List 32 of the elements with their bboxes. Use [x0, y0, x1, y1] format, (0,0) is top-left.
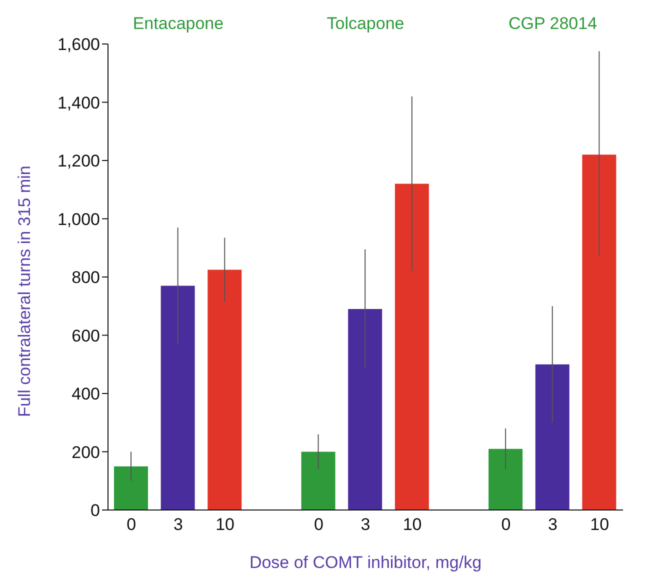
bar: [208, 270, 242, 510]
y-tick-label: 1,200: [57, 152, 100, 171]
x-tick-label: 10: [590, 515, 610, 534]
y-tick-label: 1,400: [57, 93, 100, 112]
y-tick-label: 800: [72, 268, 100, 288]
text: Tolcapone: [326, 14, 406, 34]
y-tick-label: 1,000: [57, 210, 100, 229]
bar: [582, 154, 616, 510]
x-tick-label: 0: [501, 515, 511, 534]
y-tick-label: 1,600: [57, 35, 100, 54]
text: CGP 28014: [508, 14, 598, 34]
y-tick-label: 200: [72, 442, 100, 462]
bar: [535, 364, 570, 510]
y-tick-label: 600: [72, 326, 100, 346]
y-axis-title: Full contralateral turns in 315 min: [15, 166, 34, 417]
bar: [114, 466, 148, 510]
bar: [301, 452, 336, 510]
bar: [488, 448, 523, 510]
x-tick-label: 10: [216, 515, 235, 534]
x-tick-label: 0: [314, 515, 324, 534]
y-tick-label: 0: [90, 501, 100, 520]
bar: [348, 309, 382, 510]
x-tick-label: 0: [126, 515, 136, 534]
x-axis-title: Dose of COMT inhibitor, mg/kg: [249, 553, 482, 572]
x-tick-label: 3: [548, 515, 558, 534]
x-tick-label: 10: [402, 515, 422, 534]
x-tick-label: 3: [360, 515, 370, 534]
text: Entacapone: [132, 14, 225, 34]
bar: [160, 286, 195, 510]
bar: [394, 184, 429, 510]
x-tick-label: 3: [173, 515, 183, 534]
y-tick-label: 400: [72, 384, 100, 404]
